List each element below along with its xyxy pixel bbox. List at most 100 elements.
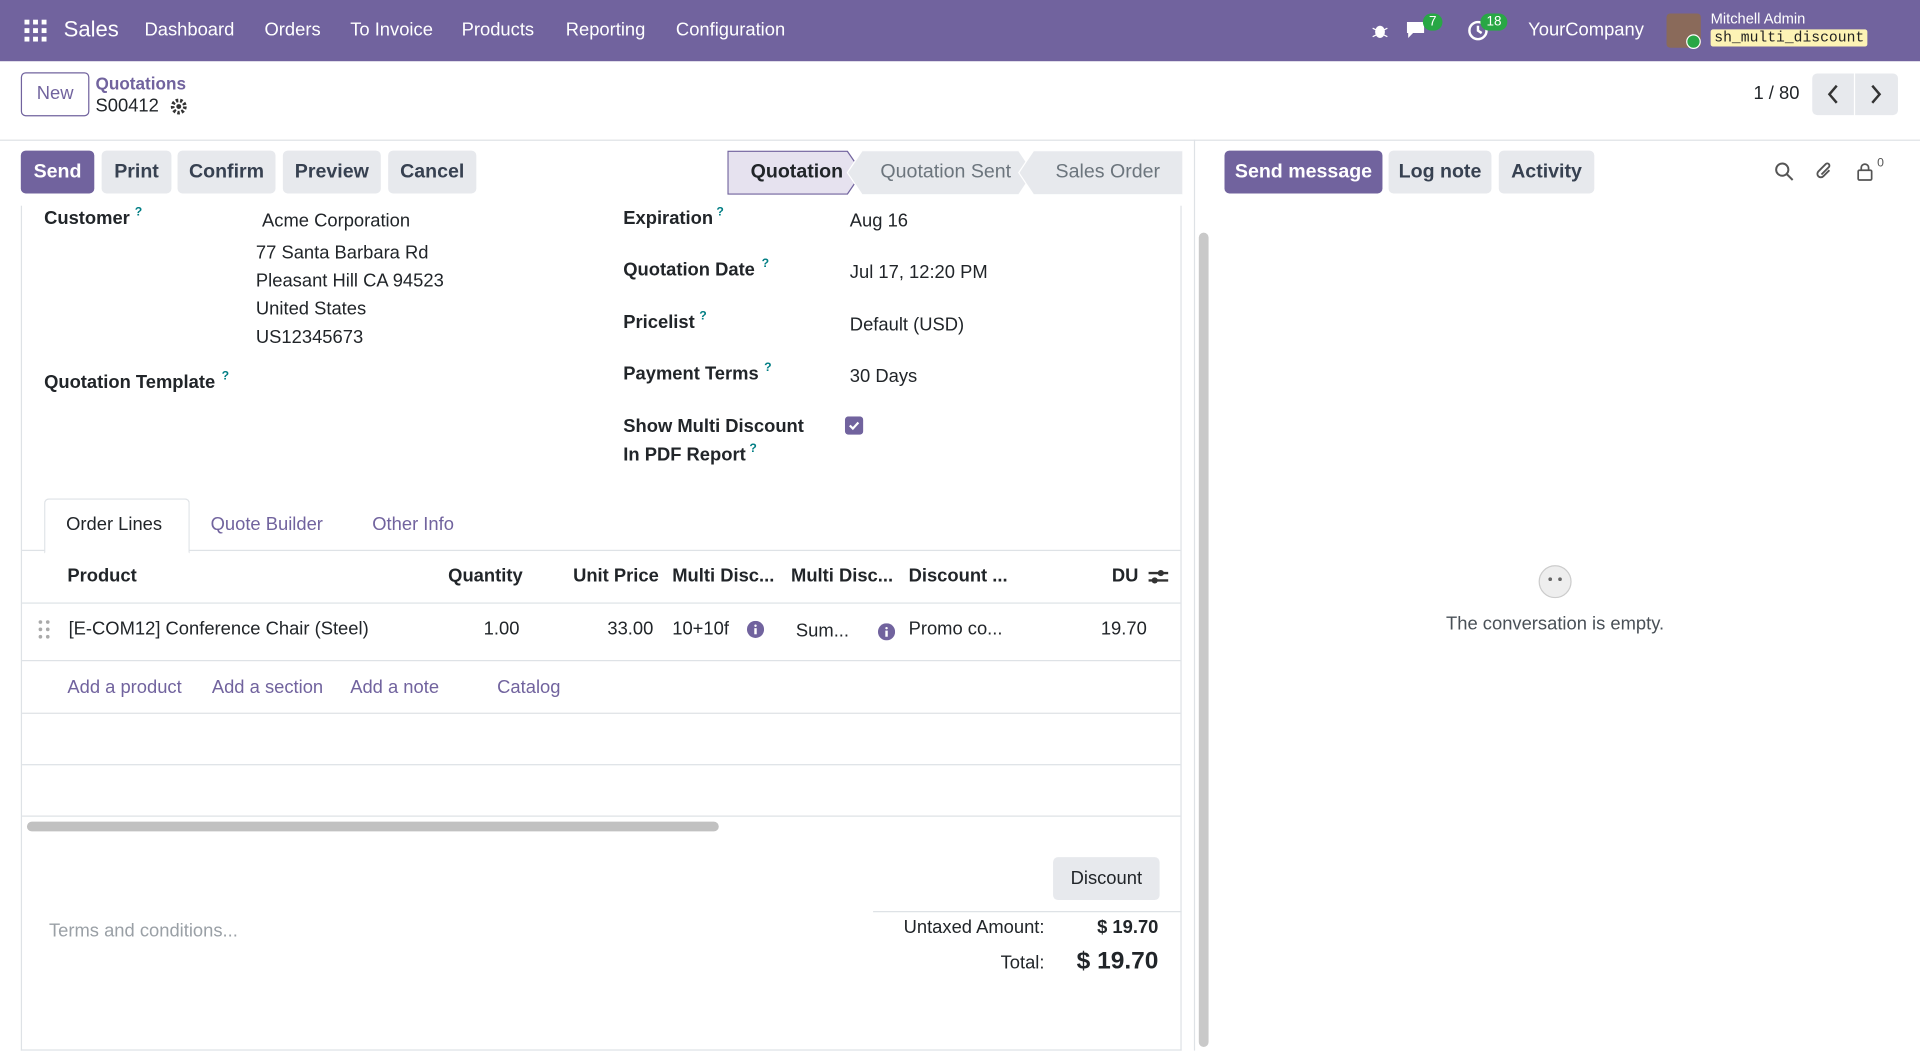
field-label: Quotation Template [44,372,216,394]
status-step[interactable]: Quotation Sent [880,161,1012,183]
followers-icon[interactable] [1856,162,1873,182]
breadcrumb-parent[interactable]: Quotations [95,73,186,94]
total-value: $ 19.70 [1076,947,1159,975]
activity-icon[interactable] [1467,20,1489,42]
presence [1686,34,1701,49]
messages-icon[interactable] [1405,20,1432,42]
column-header[interactable]: Quantity [448,565,523,587]
column-header[interactable]: Discount ... [908,565,1008,587]
tab[interactable]: Order Lines [66,514,163,536]
attachment-icon[interactable] [1815,160,1835,182]
menu-item[interactable]: To Invoice [350,19,433,41]
action-button[interactable]: Print [101,150,172,194]
statusbar [727,150,1183,195]
field-value: Pleasant Hill CA 94523 [255,270,444,292]
column-header[interactable]: Product [67,565,137,587]
menu-item[interactable]: Products [461,19,535,41]
help-mark[interactable]: ? [221,369,230,384]
status-step[interactable]: Quotation [750,161,844,183]
menu-item[interactable]: Dashboard [144,19,235,41]
navbar [0,0,1920,62]
row-line [22,712,1181,714]
field-value: 77 Santa Barbara Rd [255,242,429,264]
info-icon[interactable] [877,623,896,641]
field-label: Payment Terms [623,363,759,385]
column-header[interactable]: DU [1111,565,1139,587]
user-name[interactable]: Mitchell Admin [1710,9,1806,27]
cell[interactable]: Sum... [795,620,850,642]
chatter-button[interactable]: Activity [1498,150,1595,194]
cell[interactable]: [E-COM12] Conference Chair (Steel) [68,618,369,640]
add-link[interactable]: Add a note [350,677,440,698]
help-mark[interactable]: ? [761,257,770,271]
action-button[interactable]: Confirm [177,150,276,194]
cell[interactable]: Promo co... [908,618,1003,640]
action-button[interactable]: Preview [282,150,381,194]
new-button[interactable]: New [20,72,90,117]
add-link[interactable]: Catalog [497,677,561,698]
columns-toggle[interactable] [1147,567,1169,587]
gear-icon[interactable] [170,98,187,115]
cell[interactable]: 19.70 [1100,618,1147,640]
row-line [22,815,1181,817]
cell[interactable]: 33.00 [607,618,654,640]
discount-button[interactable]: Discount [1053,857,1160,901]
action-button[interactable]: Send [20,150,95,194]
row-line [22,602,1181,604]
totals-line [873,911,1182,913]
form-sheet [20,205,1182,1051]
chatter-divider [1193,139,1196,1051]
info-icon[interactable] [746,620,765,638]
drag-handle[interactable] [38,620,50,640]
help-mark[interactable]: ? [134,205,143,220]
checkbox[interactable] [844,416,864,435]
search-icon[interactable] [1774,162,1794,182]
field-value[interactable]: Default (USD) [849,314,965,336]
field-value[interactable]: Acme Corporation [262,210,411,232]
debug-icon[interactable] [1370,21,1390,41]
column-header[interactable]: Multi Disc... [791,565,894,587]
h-scrollbar [26,821,719,832]
app-name[interactable]: Sales [63,17,119,42]
field-value[interactable]: Jul 17, 12:20 PM [849,262,988,283]
untaxed-label: Untaxed Amount: [903,917,1045,938]
menu-item[interactable]: Reporting [565,19,646,41]
chatter-button[interactable]: Send message [1224,150,1383,194]
tab-line [22,549,1181,552]
cell[interactable]: 1.00 [483,618,520,640]
help-mark[interactable]: ? [699,309,707,324]
row-line [22,764,1181,766]
action-button[interactable]: Cancel [388,150,477,194]
menu-item[interactable]: Configuration [675,19,786,41]
chatter-button[interactable]: Log note [1388,150,1492,194]
empty-icon [1538,565,1572,599]
divider [0,139,1920,141]
apps-icon[interactable] [24,19,47,42]
field-value[interactable]: 30 Days [849,366,918,387]
followers-count: 0 [1877,156,1884,171]
pager-next[interactable] [1855,73,1898,116]
untaxed-value: $ 19.70 [1097,917,1159,938]
company[interactable]: YourCompany [1528,19,1644,41]
add-link[interactable]: Add a section [211,677,324,698]
tab[interactable]: Other Info [372,514,454,536]
cell[interactable]: 10+10f [672,618,729,640]
column-header[interactable]: Multi Disc... [672,565,775,587]
help-mark[interactable]: ? [764,361,772,375]
field-label: Quotation Date [623,259,755,281]
help-mark[interactable]: ? [749,442,757,456]
status-step[interactable]: Sales Order [1055,161,1161,183]
terms-input[interactable]: Terms and conditions... [48,920,238,942]
column-header[interactable]: Unit Price [573,565,659,587]
field-label: Pricelist [623,312,695,334]
pager-prev[interactable] [1812,73,1854,116]
active-tab [44,498,190,554]
menu-item[interactable]: Orders [264,19,321,41]
tab[interactable]: Quote Builder [210,514,323,536]
help-mark[interactable]: ? [716,205,724,220]
pager[interactable]: 1 / 80 [1753,83,1800,105]
record-name: S00412 [95,95,159,117]
add-link[interactable]: Add a product [67,677,182,698]
field-value[interactable]: Aug 16 [849,210,909,232]
